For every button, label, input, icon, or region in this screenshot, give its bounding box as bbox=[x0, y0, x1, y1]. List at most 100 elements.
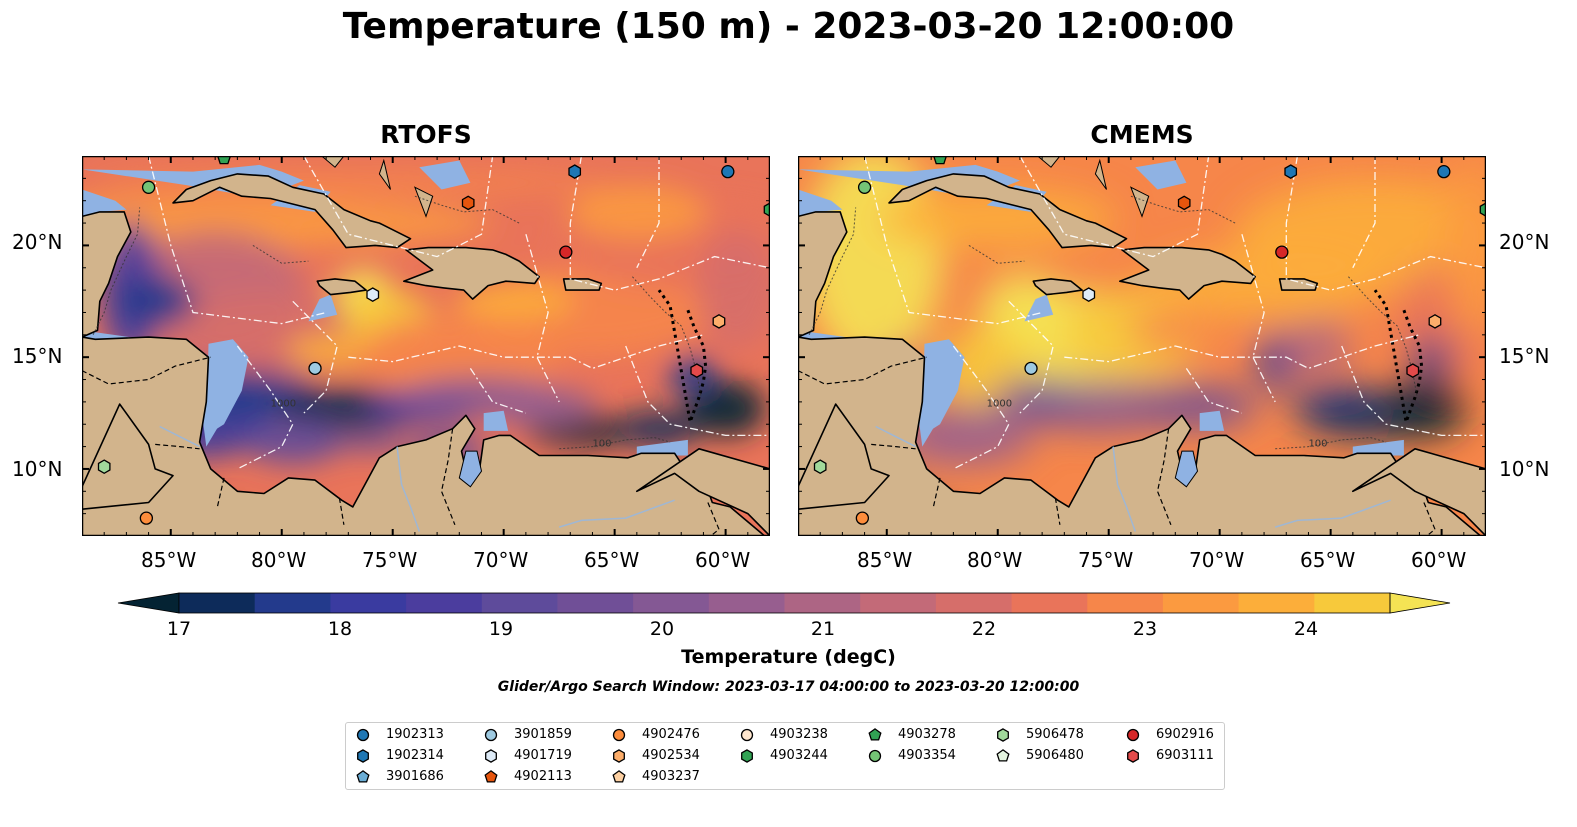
float-marker bbox=[763, 202, 770, 217]
river bbox=[1112, 446, 1137, 532]
figure-title: Temperature (150 m) - 2023-03-20 12:00:0… bbox=[342, 6, 1235, 47]
land-extra bbox=[1351, 447, 1486, 536]
cb-tick-20: 20 bbox=[649, 618, 675, 640]
pentagon-marker-icon bbox=[356, 770, 370, 783]
country-border bbox=[155, 443, 200, 450]
eez-boundary bbox=[1352, 156, 1376, 269]
lake-maracaibo bbox=[1174, 450, 1199, 488]
x-tick-cmems-60w: 60°W bbox=[1411, 548, 1467, 572]
legend-label: 4903244 bbox=[770, 748, 828, 763]
land-cuba bbox=[172, 173, 412, 249]
river bbox=[159, 425, 200, 448]
eez-boundary bbox=[1064, 334, 1420, 370]
shelf-area bbox=[1024, 294, 1054, 322]
legend-marker bbox=[997, 728, 1009, 742]
float-marker bbox=[690, 363, 704, 378]
float-marker bbox=[1437, 164, 1451, 179]
x-tick-rtofs-60w: 60°W bbox=[695, 548, 751, 572]
map-frame bbox=[798, 156, 1486, 536]
eez-boundary bbox=[1285, 156, 1486, 291]
eez-boundary bbox=[1008, 300, 1054, 414]
bathymetry-contour bbox=[92, 207, 141, 336]
hexagon-marker-icon bbox=[997, 728, 1009, 742]
y-tick-left-15n: 15°N bbox=[12, 344, 63, 368]
shelf-area bbox=[308, 294, 338, 322]
contour-label: 1000 bbox=[271, 398, 296, 409]
y-tick-right-20n: 20°N bbox=[1499, 230, 1550, 254]
legend-label: 1902313 bbox=[386, 727, 444, 742]
x-tick-cmems-75w: 75°W bbox=[1078, 548, 1134, 572]
float-marker bbox=[141, 180, 156, 194]
bathymetry-contour bbox=[1275, 437, 1387, 450]
x-tick-rtofs-85w: 85°W bbox=[141, 548, 197, 572]
country-border bbox=[798, 356, 927, 385]
colorbar-segment bbox=[1238, 593, 1315, 613]
river bbox=[875, 425, 916, 448]
hexagon-marker-icon bbox=[741, 749, 753, 763]
legend-marker bbox=[868, 728, 882, 741]
colorbar-segment bbox=[557, 593, 634, 613]
legend-marker bbox=[741, 749, 753, 763]
legend-label: 4903237 bbox=[642, 769, 700, 784]
cb-tick-19: 19 bbox=[488, 618, 514, 640]
float-marker bbox=[139, 511, 154, 525]
land-hispaniola bbox=[402, 246, 541, 300]
colorbar-segment bbox=[1162, 593, 1240, 613]
legend-label: 3901859 bbox=[514, 727, 572, 742]
colorbar-segment bbox=[406, 593, 483, 613]
panel-title-rtofs: RTOFS bbox=[380, 120, 472, 149]
shelf-area bbox=[82, 189, 127, 217]
country-border bbox=[338, 497, 345, 525]
country-border bbox=[82, 356, 211, 385]
cb-tick-21: 21 bbox=[810, 618, 836, 640]
cb-tick-17: 17 bbox=[166, 618, 192, 640]
land-hispaniola bbox=[1118, 246, 1257, 300]
x-tick-cmems-85w: 85°W bbox=[857, 548, 913, 572]
panel-title-cmems: CMEMS bbox=[1090, 120, 1194, 149]
colorbar-frame bbox=[178, 592, 1391, 614]
float-marker bbox=[857, 180, 872, 194]
colorbar-segment bbox=[935, 593, 1013, 613]
colorbar bbox=[117, 592, 1451, 614]
eez-boundary bbox=[292, 300, 338, 414]
x-tick-cmems-70w: 70°W bbox=[1189, 548, 1245, 572]
circle-marker-icon bbox=[740, 728, 754, 742]
legend-marker bbox=[1126, 728, 1140, 742]
colorbar-segment bbox=[1314, 593, 1391, 613]
colorbar-segment bbox=[481, 593, 559, 613]
legend-label: 4903354 bbox=[898, 748, 956, 763]
colorbar-segment bbox=[1011, 593, 1088, 613]
contour-label: 100 bbox=[1308, 439, 1327, 450]
country-border bbox=[440, 428, 456, 526]
shelf-area bbox=[1135, 160, 1187, 190]
circle-marker-icon bbox=[484, 728, 498, 742]
map-rtofs: 1000 100 bbox=[82, 156, 770, 536]
float-marker bbox=[721, 164, 735, 179]
land-puerto-rico bbox=[562, 278, 603, 291]
legend-label: 6902916 bbox=[1156, 727, 1214, 742]
float-marker bbox=[217, 156, 232, 165]
shelf-area bbox=[483, 410, 509, 431]
hexagon-marker-icon bbox=[613, 749, 625, 763]
legend-label: 3901686 bbox=[386, 769, 444, 784]
x-tick-rtofs-80w: 80°W bbox=[251, 548, 307, 572]
float-marker bbox=[1024, 361, 1038, 376]
colorbar-segment bbox=[254, 593, 331, 613]
eez-boundary bbox=[863, 156, 1043, 325]
y-tick-right-10n: 10°N bbox=[1499, 457, 1550, 481]
eez-boundary bbox=[636, 156, 660, 269]
colorbar-segment bbox=[784, 593, 861, 613]
bathymetry-contour bbox=[252, 244, 309, 264]
search-window-text: Glider/Argo Search Window: 2023-03-17 04… bbox=[497, 679, 1080, 695]
bathymetry-contour bbox=[1348, 276, 1418, 398]
legend-label: 4902113 bbox=[514, 769, 572, 784]
legend-label: 5906480 bbox=[1026, 748, 1084, 763]
float-marker bbox=[855, 511, 870, 525]
colorbar-segment bbox=[860, 593, 937, 613]
colorbar-segment bbox=[633, 593, 710, 613]
colorbar-segment bbox=[1087, 593, 1164, 613]
hexagon-marker-icon bbox=[1127, 749, 1139, 763]
pentagon-marker-icon bbox=[612, 770, 626, 783]
eez-boundary bbox=[1341, 345, 1486, 437]
lesser-antilles bbox=[1373, 289, 1424, 428]
